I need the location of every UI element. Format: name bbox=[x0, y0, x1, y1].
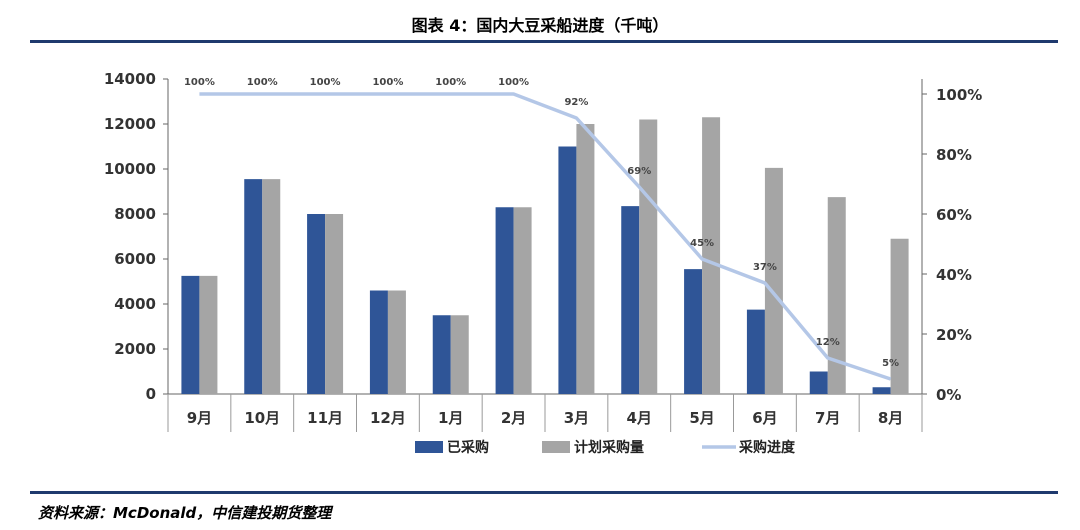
progress-data-label: 100% bbox=[372, 77, 403, 88]
chart-title: 图表 4：国内大豆采船进度（千吨） bbox=[411, 16, 669, 35]
x-tick-label: 11月 bbox=[307, 409, 343, 427]
progress-data-label: 45% bbox=[690, 238, 714, 249]
x-tick-label: 9月 bbox=[187, 409, 212, 427]
y-right-tick-label: 80% bbox=[936, 146, 972, 164]
bar-planned bbox=[639, 119, 658, 394]
progress-data-label: 100% bbox=[184, 77, 215, 88]
progress-data-label: 69% bbox=[627, 166, 651, 177]
bar-purchased bbox=[432, 315, 451, 394]
bar-purchased bbox=[181, 275, 200, 394]
x-tick-label: 2月 bbox=[501, 409, 526, 427]
bar-purchased bbox=[621, 206, 640, 394]
progress-data-label: 100% bbox=[247, 77, 278, 88]
x-tick-label: 12月 bbox=[370, 409, 406, 427]
bar-planned bbox=[764, 167, 783, 394]
bar-purchased bbox=[872, 387, 891, 394]
progress-data-label: 12% bbox=[816, 337, 840, 348]
progress-data-label: 37% bbox=[753, 262, 777, 273]
legend-label-purchased: 已采购 bbox=[447, 439, 489, 456]
y-left-tick-label: 12000 bbox=[104, 115, 156, 133]
bar-purchased bbox=[307, 214, 326, 394]
bar-planned bbox=[199, 275, 218, 394]
y-left-tick-label: 2000 bbox=[114, 340, 156, 358]
y-left-tick-label: 8000 bbox=[114, 205, 156, 223]
bar-planned bbox=[513, 207, 532, 394]
legend-swatch-planned bbox=[542, 441, 570, 453]
legend-label-planned: 计划采购量 bbox=[574, 439, 644, 456]
x-tick-label: 3月 bbox=[564, 409, 589, 427]
progress-data-label: 100% bbox=[498, 77, 529, 88]
bar-purchased bbox=[809, 371, 828, 394]
legend-swatch-purchased bbox=[415, 441, 443, 453]
x-tick-label: 4月 bbox=[627, 409, 652, 427]
x-tick-label: 8月 bbox=[878, 409, 903, 427]
y-right-tick-label: 0% bbox=[936, 386, 961, 404]
y-left-tick-label: 0 bbox=[146, 385, 156, 403]
bar-planned bbox=[262, 179, 281, 394]
x-tick-label: 1月 bbox=[438, 409, 463, 427]
bar-planned bbox=[890, 238, 909, 394]
legend-label-progress: 采购进度 bbox=[738, 439, 796, 456]
y-right-tick-label: 60% bbox=[936, 206, 972, 224]
bar-planned bbox=[325, 214, 344, 394]
y-left-tick-label: 6000 bbox=[114, 250, 156, 268]
bottom-divider bbox=[30, 491, 1058, 494]
x-tick-label: 5月 bbox=[689, 409, 714, 427]
bar-purchased bbox=[369, 290, 388, 394]
y-right-tick-label: 40% bbox=[936, 266, 972, 284]
progress-data-label: 100% bbox=[310, 77, 341, 88]
bar-planned bbox=[450, 315, 469, 394]
bar-purchased bbox=[495, 207, 514, 394]
bar-planned bbox=[576, 124, 595, 394]
top-divider bbox=[30, 40, 1058, 43]
bar-purchased bbox=[746, 309, 765, 394]
y-left-tick-label: 10000 bbox=[104, 160, 156, 178]
x-tick-label: 10月 bbox=[244, 409, 280, 427]
bar-purchased bbox=[244, 179, 263, 394]
y-right-tick-label: 20% bbox=[936, 326, 972, 344]
bar-planned bbox=[702, 117, 721, 394]
progress-data-label: 5% bbox=[882, 358, 899, 369]
y-left-tick-label: 14000 bbox=[104, 70, 156, 88]
bar-purchased bbox=[558, 146, 577, 394]
progress-line bbox=[199, 92, 892, 381]
y-left-tick-label: 4000 bbox=[114, 295, 156, 313]
source-note: 资料来源：McDonald，中信建投期货整理 bbox=[38, 504, 332, 522]
x-tick-label: 6月 bbox=[752, 409, 777, 427]
progress-data-label: 100% bbox=[435, 77, 466, 88]
progress-data-label: 92% bbox=[564, 97, 588, 108]
bar-planned bbox=[827, 197, 846, 394]
x-tick-label: 7月 bbox=[815, 409, 840, 427]
bar-purchased bbox=[684, 269, 703, 394]
bar-planned bbox=[387, 290, 406, 394]
y-right-tick-label: 100% bbox=[936, 86, 982, 104]
